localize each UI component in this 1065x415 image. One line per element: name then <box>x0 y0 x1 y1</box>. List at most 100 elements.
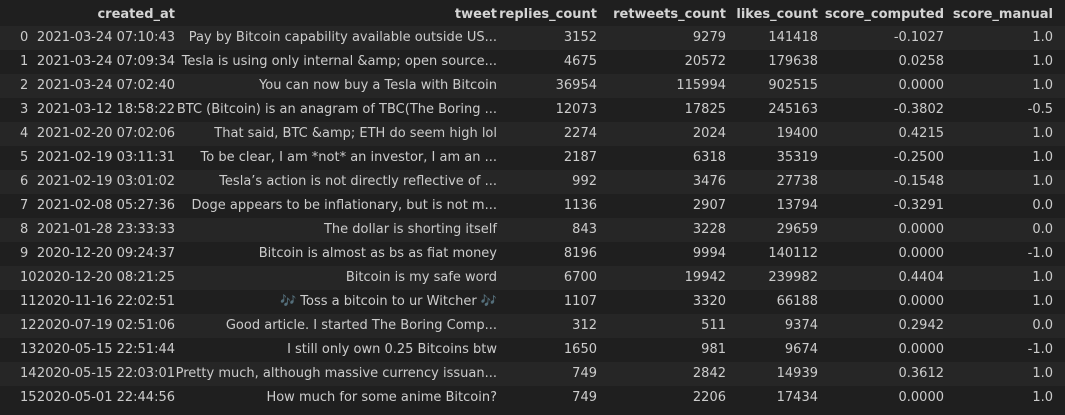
cell: 2021-03-24 07:09:34 <box>36 54 175 69</box>
cell: 0.0000 <box>898 222 945 237</box>
cell: 0.4215 <box>898 126 945 141</box>
row-stripe <box>0 314 1065 338</box>
cell: 27738 <box>776 174 818 189</box>
cell: Good article. I started The Boring Comp.… <box>225 318 497 333</box>
cell: The dollar is shorting itself <box>323 222 497 237</box>
cell: 981 <box>701 342 726 357</box>
cell: 2020-07-19 02:51:06 <box>36 318 175 333</box>
cell: 2020-05-15 22:03:01 <box>36 366 175 381</box>
row-stripe <box>0 122 1065 146</box>
cell: 992 <box>572 174 597 189</box>
row-stripe <box>0 362 1065 386</box>
cell: 1.0 <box>1032 30 1053 45</box>
column-header: retweets_count <box>613 7 726 22</box>
cell: 2021-01-28 23:33:33 <box>36 222 175 237</box>
cell: 140112 <box>768 246 818 261</box>
cell: 9374 <box>784 318 818 333</box>
cell: 3476 <box>692 174 726 189</box>
cell: 3320 <box>692 294 726 309</box>
row-index: 3 <box>20 102 29 117</box>
row-index: 12 <box>20 318 37 333</box>
cell: 2021-02-19 03:01:02 <box>36 174 175 189</box>
row-stripe <box>0 74 1065 98</box>
row-stripe <box>0 170 1065 194</box>
cell: 115994 <box>676 78 726 93</box>
cell: 2020-05-15 22:51:44 <box>36 342 175 357</box>
cell: 1.0 <box>1032 54 1053 69</box>
cell: 4675 <box>563 54 597 69</box>
cell: -0.2500 <box>893 150 944 165</box>
cell: 0.4404 <box>898 270 945 285</box>
cell: 0.0000 <box>898 390 945 405</box>
column-header: score_manual <box>952 7 1053 22</box>
cell: 1650 <box>563 342 597 357</box>
cell: 3152 <box>563 30 597 45</box>
cell: 1.0 <box>1032 174 1053 189</box>
cell: 17434 <box>776 390 818 405</box>
cell: 8196 <box>563 246 597 261</box>
cell: 1107 <box>563 294 597 309</box>
row-stripe <box>0 218 1065 242</box>
cell: That said, BTC &amp; ETH do seem high lo… <box>214 126 497 141</box>
cell: 19400 <box>776 126 818 141</box>
cell: -1.0 <box>1027 246 1053 261</box>
cell: 0.3612 <box>898 366 945 381</box>
cell: 0.0258 <box>898 54 945 69</box>
cell: 1.0 <box>1032 78 1053 93</box>
cell: 2020-12-20 08:21:25 <box>36 270 175 285</box>
cell: 2187 <box>563 150 597 165</box>
cell: 2020-12-20 09:24:37 <box>36 246 175 261</box>
cell: -0.5 <box>1027 102 1053 117</box>
cell: 0.0 <box>1032 198 1053 213</box>
row-index: 1 <box>20 54 29 69</box>
cell: You can now buy a Tesla with Bitcoin <box>259 78 497 93</box>
row-index: 6 <box>20 174 29 189</box>
cell: 1.0 <box>1032 270 1053 285</box>
cell: 9279 <box>692 30 726 45</box>
column-header: tweet <box>454 7 497 22</box>
cell: 36954 <box>555 78 597 93</box>
cell: I still only own 0.25 Bitcoins btw <box>287 342 497 357</box>
cell: 843 <box>572 222 597 237</box>
column-header: score_computed <box>824 7 944 22</box>
cell: 749 <box>572 366 597 381</box>
cell: 0.0000 <box>898 246 945 261</box>
cell: 1136 <box>563 198 597 213</box>
row-index: 15 <box>20 390 37 405</box>
cell: 19942 <box>684 270 726 285</box>
column-header: created_at <box>97 7 175 22</box>
row-stripe <box>0 266 1065 290</box>
cell: 2274 <box>563 126 597 141</box>
row-index: 4 <box>20 126 29 141</box>
cell: 2020-11-16 22:02:51 <box>36 294 175 309</box>
cell: -0.3802 <box>893 102 944 117</box>
row-index: 8 <box>20 222 29 237</box>
cell: 1.0 <box>1032 126 1053 141</box>
cell: 66188 <box>776 294 818 309</box>
cell: 2021-03-12 18:58:22 <box>36 102 175 117</box>
cell: 0.0 <box>1032 222 1053 237</box>
cell: 20572 <box>684 54 726 69</box>
cell: 29659 <box>776 222 818 237</box>
row-stripe <box>0 26 1065 50</box>
cell: 245163 <box>768 102 818 117</box>
cell: 749 <box>572 390 597 405</box>
cell: 0.0000 <box>898 342 945 357</box>
cell: 2024 <box>692 126 726 141</box>
cell: 2842 <box>692 366 726 381</box>
cell: 1.0 <box>1032 390 1053 405</box>
cell: Pretty much, although massive currency i… <box>175 366 497 381</box>
cell: Pay by Bitcoin capability available outs… <box>188 30 497 45</box>
cell: 9994 <box>692 246 726 261</box>
cell: 14939 <box>776 366 818 381</box>
cell: 3228 <box>692 222 726 237</box>
cell: 179638 <box>768 54 818 69</box>
cell: 312 <box>572 318 597 333</box>
cell: 1.0 <box>1032 150 1053 165</box>
cell: 902515 <box>768 78 818 93</box>
cell: 0.0000 <box>898 78 945 93</box>
cell: How much for some anime Bitcoin? <box>266 390 497 405</box>
cell: -1.0 <box>1027 342 1053 357</box>
cell: -0.1548 <box>893 174 944 189</box>
